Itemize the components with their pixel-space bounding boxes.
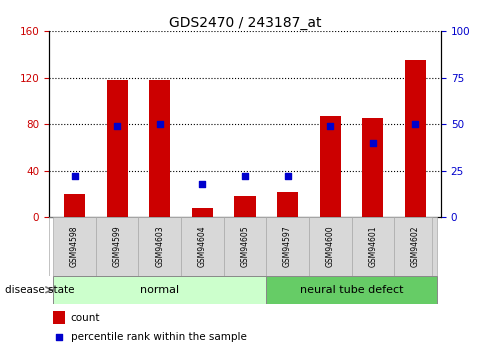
Bar	[266, 217, 309, 276]
Text: GSM94605: GSM94605	[241, 226, 249, 267]
Bar	[309, 217, 351, 276]
Point	[198, 181, 206, 187]
Bar	[106, 80, 128, 217]
Bar	[181, 217, 224, 276]
Text: percentile rank within the sample: percentile rank within the sample	[71, 332, 246, 342]
Bar	[394, 217, 437, 276]
Point	[71, 174, 78, 179]
Point	[55, 334, 63, 339]
Bar	[266, 276, 437, 304]
Bar	[319, 116, 341, 217]
Title: GDS2470 / 243187_at: GDS2470 / 243187_at	[169, 16, 321, 30]
Bar	[139, 217, 181, 276]
Point	[412, 121, 419, 127]
Bar	[96, 217, 139, 276]
Point	[284, 174, 292, 179]
Bar	[53, 276, 266, 304]
Point	[241, 174, 249, 179]
Bar	[192, 208, 213, 217]
Text: neural tube defect: neural tube defect	[300, 285, 403, 295]
Bar	[234, 196, 256, 217]
Bar	[53, 311, 65, 324]
Bar	[362, 118, 384, 217]
Text: disease state: disease state	[5, 285, 74, 295]
Point	[113, 123, 121, 129]
Text: GSM94598: GSM94598	[70, 226, 79, 267]
Point	[156, 121, 164, 127]
Bar	[224, 217, 266, 276]
Bar	[277, 192, 298, 217]
Text: GSM94604: GSM94604	[198, 226, 207, 267]
Text: GSM94597: GSM94597	[283, 226, 292, 267]
Text: GSM94600: GSM94600	[326, 226, 335, 267]
Text: GSM94603: GSM94603	[155, 226, 164, 267]
Text: GSM94599: GSM94599	[113, 226, 122, 267]
Bar	[405, 60, 426, 217]
Text: GSM94602: GSM94602	[411, 226, 420, 267]
Bar	[53, 217, 96, 276]
Text: GSM94601: GSM94601	[368, 226, 377, 267]
Bar	[351, 217, 394, 276]
Bar	[64, 194, 85, 217]
Point	[326, 123, 334, 129]
Text: normal: normal	[140, 285, 179, 295]
Point	[369, 140, 377, 146]
Bar	[149, 80, 171, 217]
Text: count: count	[71, 313, 100, 323]
